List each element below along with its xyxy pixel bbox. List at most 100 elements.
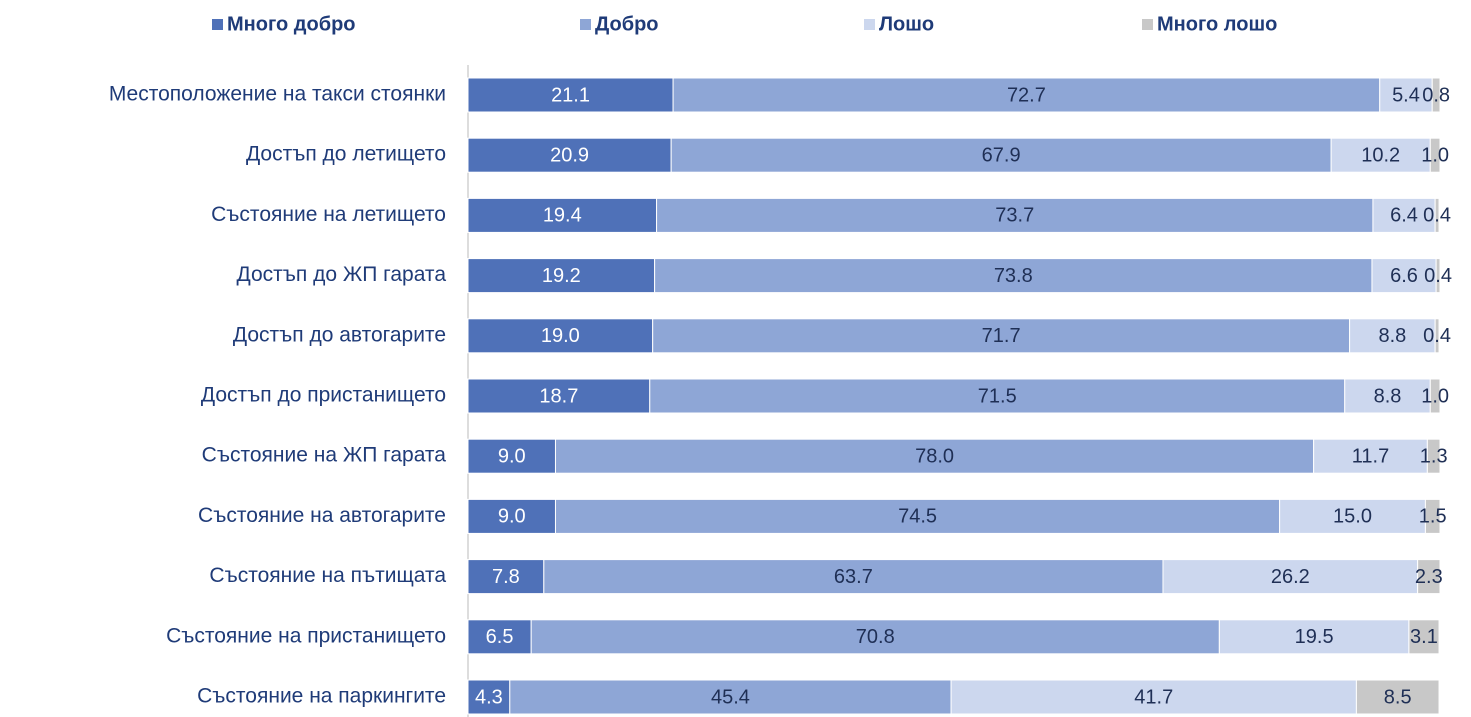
- bar-segment: [1431, 77, 1441, 113]
- value-label: 3.1: [1410, 626, 1438, 648]
- bar-segment: [554, 498, 1281, 534]
- value-label: 45.4: [711, 686, 750, 708]
- value-label: 11.7: [1352, 445, 1389, 467]
- value-label: 2.3: [1415, 566, 1443, 588]
- bar-segment: [467, 318, 654, 354]
- category-label: Състояние на летището: [211, 203, 446, 226]
- value-label: 6.5: [486, 626, 514, 648]
- bar-segment: [1371, 258, 1437, 294]
- value-label: 0.4: [1424, 265, 1452, 287]
- value-label: 9.0: [498, 506, 526, 528]
- value-label: 0.4: [1423, 205, 1451, 227]
- bar-segment: [1349, 318, 1436, 354]
- bar-segment: [543, 559, 1164, 595]
- bar-segment: [1434, 318, 1440, 354]
- bar-segment: [1435, 258, 1441, 294]
- bar-segment: [656, 197, 1374, 233]
- category-label: Състояние на пристанището: [166, 624, 446, 647]
- bar-segment: [467, 679, 511, 715]
- value-label: 1.0: [1421, 385, 1449, 407]
- category-label: Състояние на ЖП гарата: [202, 444, 447, 467]
- value-label: 6.4: [1390, 205, 1418, 227]
- value-label: 71.7: [982, 325, 1021, 347]
- bar-segment: [1218, 619, 1410, 655]
- value-label: 21.1: [551, 84, 590, 106]
- bar-segment: [649, 378, 1346, 414]
- category-label: Достъп до автогарите: [233, 323, 446, 346]
- category-label: Достъп до летището: [246, 143, 446, 166]
- value-label: 26.2: [1271, 566, 1310, 588]
- value-label: 1.3: [1420, 445, 1448, 467]
- bar-segment: [467, 559, 545, 595]
- legend-swatch: [212, 19, 223, 30]
- value-label: 41.7: [1134, 686, 1173, 708]
- bar-segment: [467, 137, 672, 173]
- bar-segment: [509, 679, 952, 715]
- value-label: 10.2: [1361, 144, 1400, 166]
- bar-segment: [1434, 197, 1440, 233]
- value-label: 73.7: [995, 205, 1034, 227]
- value-label: 63.7: [834, 566, 873, 588]
- bar-segment: [1372, 197, 1436, 233]
- value-label: 15.0: [1333, 506, 1372, 528]
- value-label: 20.9: [550, 144, 589, 166]
- value-label: 8.5: [1384, 686, 1412, 708]
- bar-segment: [1162, 559, 1419, 595]
- legend-swatch: [1142, 19, 1153, 30]
- bar-segment: [672, 77, 1381, 113]
- bar-segment: [1355, 679, 1440, 715]
- value-label: 19.2: [542, 265, 581, 287]
- value-label: 67.9: [982, 144, 1021, 166]
- legend-label: Лошо: [879, 13, 934, 35]
- value-label: 19.0: [541, 325, 580, 347]
- bar-segment: [1408, 619, 1440, 655]
- value-label: 6.6: [1390, 265, 1418, 287]
- value-label: 78.0: [915, 445, 954, 467]
- value-label: 8.8: [1374, 385, 1402, 407]
- value-label: 71.5: [978, 385, 1017, 407]
- bar-segment: [1424, 498, 1441, 534]
- bar-segment: [467, 438, 556, 474]
- bar-segment: [652, 318, 1351, 354]
- bar-segment: [654, 258, 1373, 294]
- legend-label: Много добро: [227, 13, 356, 35]
- legend-label: Много лошо: [1157, 13, 1277, 35]
- value-label: 19.4: [543, 205, 582, 227]
- bar-segment: [530, 619, 1220, 655]
- value-label: 19.5: [1295, 626, 1334, 648]
- legend-label: Добро: [595, 13, 659, 35]
- category-label: Достъп до ЖП гарата: [236, 263, 446, 286]
- bar-segment: [1330, 137, 1431, 173]
- value-label: 0.8: [1422, 84, 1450, 106]
- value-label: 1.0: [1421, 144, 1449, 166]
- value-label: 18.7: [539, 385, 578, 407]
- category-label: Достъп до пристанището: [201, 384, 446, 407]
- legend-swatch: [580, 19, 591, 30]
- value-label: 70.8: [856, 626, 895, 648]
- value-label: 8.8: [1378, 325, 1406, 347]
- category-label: Състояние на автогарите: [198, 504, 446, 527]
- value-label: 9.0: [498, 445, 526, 467]
- value-label: 0.4: [1423, 325, 1451, 347]
- bar-segment: [554, 438, 1315, 474]
- value-label: 4.3: [475, 686, 503, 708]
- bar-segment: [1417, 559, 1441, 595]
- bar-segment: [467, 378, 651, 414]
- legend-swatch: [864, 19, 875, 30]
- bar-segment: [1313, 438, 1428, 474]
- bar-segment: [1344, 378, 1431, 414]
- category-label: Състояние на паркингите: [197, 685, 446, 708]
- value-label: 7.8: [492, 566, 520, 588]
- bar-segment: [1279, 498, 1426, 534]
- bar-segment: [1429, 137, 1441, 173]
- bar-segment: [950, 679, 1357, 715]
- bar-segment: [467, 197, 658, 233]
- value-label: 1.5: [1419, 506, 1447, 528]
- bar-segment: [1379, 77, 1433, 113]
- category-label: Състояние на пътищата: [209, 564, 446, 587]
- value-label: 73.8: [994, 265, 1033, 287]
- value-label: 5.4: [1392, 84, 1420, 106]
- bar-segment: [467, 258, 656, 294]
- value-label: 72.7: [1007, 84, 1046, 106]
